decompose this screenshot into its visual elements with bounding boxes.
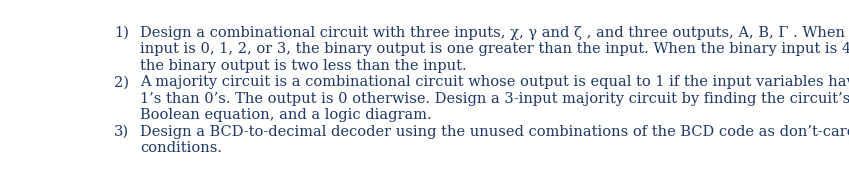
Text: 1): 1) xyxy=(114,26,129,40)
Text: 3): 3) xyxy=(114,125,129,139)
Text: 2): 2) xyxy=(114,75,129,89)
Text: A majority circuit is a combinational circuit whose output is equal to 1 if the : A majority circuit is a combinational ci… xyxy=(140,75,849,89)
Text: input is 0, 1, 2, or 3, the binary output is one greater than the input. When th: input is 0, 1, 2, or 3, the binary outpu… xyxy=(140,42,849,56)
Text: the binary output is two less than the input.: the binary output is two less than the i… xyxy=(140,59,467,73)
Text: 1’s than 0’s. The output is 0 otherwise. Design a 3-input majority circuit by fi: 1’s than 0’s. The output is 0 otherwise.… xyxy=(140,92,849,106)
Text: Design a combinational circuit with three inputs, χ, γ and ζ , and three outputs: Design a combinational circuit with thre… xyxy=(140,26,849,40)
Text: Boolean equation, and a logic diagram.: Boolean equation, and a logic diagram. xyxy=(140,108,432,122)
Text: Design a BCD-to-decimal decoder using the unused combinations of the BCD code as: Design a BCD-to-decimal decoder using th… xyxy=(140,125,849,139)
Text: conditions.: conditions. xyxy=(140,141,222,155)
